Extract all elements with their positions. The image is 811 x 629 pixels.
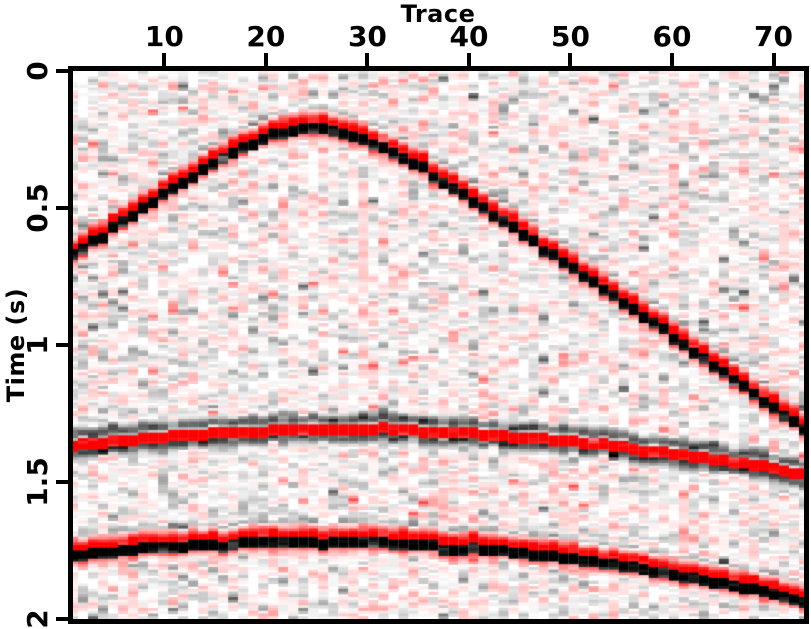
x-tick-label: 50	[551, 20, 590, 53]
x-tick-label: 30	[347, 20, 387, 53]
x-tick-mark	[466, 53, 471, 66]
x-tick-label: 40	[449, 20, 489, 53]
y-tick-label: 0.5	[21, 183, 54, 233]
x-tick-mark	[670, 53, 674, 66]
y-tick-label: 2	[21, 609, 54, 629]
x-tick-label: 20	[246, 20, 286, 53]
x-tick-mark	[771, 53, 776, 66]
y-tick-mark	[56, 617, 69, 621]
x-axis-title: Trace	[400, 0, 476, 28]
x-tick-label: 70	[754, 20, 794, 53]
y-tick-mark	[56, 343, 69, 347]
x-tick-mark	[568, 53, 573, 66]
y-tick-label: 1.5	[21, 457, 54, 507]
plot-area	[68, 66, 809, 624]
x-tick-label: 60	[652, 20, 692, 53]
y-tick-mark	[56, 206, 69, 210]
y-tick-label: 0	[21, 61, 54, 81]
x-tick-mark	[263, 53, 268, 66]
x-tick-mark	[162, 53, 167, 66]
y-tick-mark	[56, 480, 69, 484]
x-tick-mark	[365, 53, 370, 66]
y-tick-mark	[56, 69, 69, 73]
y-tick-label: 1	[21, 335, 54, 355]
seismic-heatmap-canvas	[73, 71, 804, 619]
x-tick-label: 10	[144, 20, 184, 53]
